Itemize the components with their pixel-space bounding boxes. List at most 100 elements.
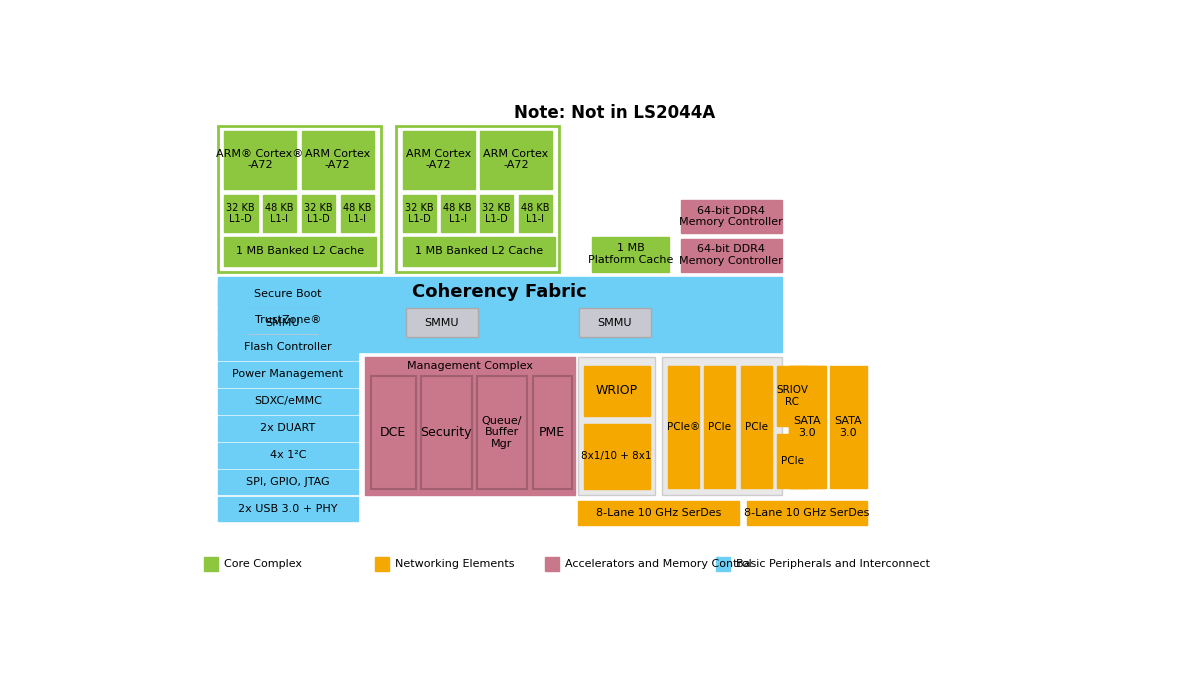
FancyBboxPatch shape bbox=[341, 195, 374, 232]
Text: 8-Lane 10 GHz SerDes: 8-Lane 10 GHz SerDes bbox=[595, 508, 721, 518]
Text: 8-Lane 10 GHz SerDes: 8-Lane 10 GHz SerDes bbox=[744, 508, 869, 518]
FancyBboxPatch shape bbox=[302, 131, 374, 189]
FancyBboxPatch shape bbox=[218, 335, 358, 360]
Text: DCE: DCE bbox=[380, 426, 407, 439]
Text: TrustZone®: TrustZone® bbox=[254, 315, 322, 325]
Text: Core Complex: Core Complex bbox=[224, 559, 302, 569]
FancyBboxPatch shape bbox=[403, 131, 475, 189]
FancyBboxPatch shape bbox=[480, 195, 514, 232]
FancyBboxPatch shape bbox=[218, 281, 358, 306]
FancyBboxPatch shape bbox=[396, 126, 559, 272]
FancyBboxPatch shape bbox=[533, 376, 571, 489]
FancyBboxPatch shape bbox=[366, 356, 575, 495]
FancyBboxPatch shape bbox=[247, 308, 319, 338]
Text: SRIOV
RC: SRIOV RC bbox=[776, 385, 809, 407]
FancyBboxPatch shape bbox=[830, 366, 866, 487]
Text: PCIe®: PCIe® bbox=[666, 422, 700, 432]
FancyBboxPatch shape bbox=[746, 501, 866, 525]
FancyBboxPatch shape bbox=[478, 376, 528, 489]
Text: 1 MB Banked L2 Cache: 1 MB Banked L2 Cache bbox=[236, 246, 365, 256]
FancyBboxPatch shape bbox=[218, 416, 358, 441]
Text: 1 MB Banked L2 Cache: 1 MB Banked L2 Cache bbox=[414, 246, 542, 256]
Text: 48 KB
L1-I: 48 KB L1-I bbox=[444, 202, 472, 224]
FancyBboxPatch shape bbox=[218, 443, 358, 468]
Text: ARM Cortex
-A72: ARM Cortex -A72 bbox=[484, 148, 548, 170]
FancyBboxPatch shape bbox=[704, 366, 736, 487]
Text: 64-bit DDR4
Memory Controller: 64-bit DDR4 Memory Controller bbox=[679, 206, 784, 227]
Text: 4x 1²C: 4x 1²C bbox=[270, 450, 306, 460]
Text: Secure Boot: Secure Boot bbox=[254, 288, 322, 298]
Text: PME: PME bbox=[539, 426, 565, 439]
FancyBboxPatch shape bbox=[218, 389, 358, 414]
FancyBboxPatch shape bbox=[224, 195, 258, 232]
Text: 8x1/10 + 8x1: 8x1/10 + 8x1 bbox=[581, 451, 652, 461]
FancyBboxPatch shape bbox=[776, 433, 808, 487]
FancyBboxPatch shape bbox=[371, 376, 416, 489]
Text: PCIe: PCIe bbox=[744, 422, 768, 432]
Text: SATA
3.0: SATA 3.0 bbox=[793, 416, 821, 437]
Text: 32 KB
L1-D: 32 KB L1-D bbox=[482, 202, 511, 224]
FancyBboxPatch shape bbox=[518, 195, 552, 232]
FancyBboxPatch shape bbox=[218, 497, 358, 522]
FancyBboxPatch shape bbox=[218, 362, 358, 387]
FancyBboxPatch shape bbox=[715, 557, 730, 571]
FancyBboxPatch shape bbox=[403, 195, 436, 232]
FancyBboxPatch shape bbox=[661, 356, 781, 495]
Text: Networking Elements: Networking Elements bbox=[395, 559, 515, 569]
Text: SMMU: SMMU bbox=[424, 318, 458, 328]
FancyBboxPatch shape bbox=[218, 470, 358, 495]
Text: SDXC/eMMC: SDXC/eMMC bbox=[254, 396, 322, 406]
FancyBboxPatch shape bbox=[790, 366, 824, 487]
Text: 48 KB
L1-I: 48 KB L1-I bbox=[343, 202, 371, 224]
FancyBboxPatch shape bbox=[680, 200, 781, 234]
Text: Coherency Fabric: Coherency Fabric bbox=[412, 283, 587, 301]
Text: Security: Security bbox=[420, 426, 472, 439]
Text: 32 KB
L1-D: 32 KB L1-D bbox=[304, 202, 332, 224]
FancyBboxPatch shape bbox=[578, 501, 739, 525]
Text: PCIe: PCIe bbox=[781, 456, 804, 466]
FancyBboxPatch shape bbox=[218, 277, 781, 352]
FancyBboxPatch shape bbox=[667, 366, 698, 487]
FancyBboxPatch shape bbox=[545, 557, 559, 571]
FancyBboxPatch shape bbox=[403, 236, 554, 266]
Text: 32 KB
L1-D: 32 KB L1-D bbox=[404, 202, 433, 224]
FancyBboxPatch shape bbox=[584, 366, 650, 416]
Text: ARM® Cortex®
-A72: ARM® Cortex® -A72 bbox=[216, 148, 304, 170]
Text: ARM Cortex
-A72: ARM Cortex -A72 bbox=[406, 148, 470, 170]
Text: 48 KB
L1-I: 48 KB L1-I bbox=[265, 202, 294, 224]
Text: SPI, GPIO, JTAG: SPI, GPIO, JTAG bbox=[246, 477, 330, 487]
Text: Note: Not in LS2044A: Note: Not in LS2044A bbox=[515, 105, 715, 122]
FancyBboxPatch shape bbox=[680, 239, 781, 272]
FancyBboxPatch shape bbox=[218, 308, 358, 333]
Text: Basic Peripherals and Interconnect: Basic Peripherals and Interconnect bbox=[736, 559, 930, 569]
FancyBboxPatch shape bbox=[740, 366, 772, 487]
FancyBboxPatch shape bbox=[302, 195, 335, 232]
FancyBboxPatch shape bbox=[584, 424, 650, 489]
Text: 48 KB
L1-I: 48 KB L1-I bbox=[521, 202, 550, 224]
Text: 2x USB 3.0 + PHY: 2x USB 3.0 + PHY bbox=[239, 504, 337, 514]
Text: 64-bit DDR4
Memory Controller: 64-bit DDR4 Memory Controller bbox=[679, 244, 784, 266]
FancyBboxPatch shape bbox=[218, 126, 380, 272]
FancyBboxPatch shape bbox=[776, 366, 808, 426]
FancyBboxPatch shape bbox=[578, 308, 650, 338]
FancyBboxPatch shape bbox=[790, 366, 826, 487]
Text: PCIe: PCIe bbox=[708, 422, 731, 432]
Text: SATA
3.0: SATA 3.0 bbox=[834, 416, 862, 437]
FancyBboxPatch shape bbox=[263, 195, 296, 232]
Text: ARM Cortex
-A72: ARM Cortex -A72 bbox=[305, 148, 370, 170]
FancyBboxPatch shape bbox=[374, 557, 389, 571]
FancyBboxPatch shape bbox=[224, 236, 377, 266]
Text: 32 KB
L1-D: 32 KB L1-D bbox=[227, 202, 254, 224]
Text: 1 MB
Platform Cache: 1 MB Platform Cache bbox=[588, 244, 673, 265]
Text: Queue/
Buffer
Mgr: Queue/ Buffer Mgr bbox=[481, 416, 522, 449]
Text: 2x DUART: 2x DUART bbox=[260, 423, 316, 433]
Text: Flash Controller: Flash Controller bbox=[244, 342, 331, 352]
FancyBboxPatch shape bbox=[406, 308, 478, 338]
Text: Management Complex: Management Complex bbox=[407, 361, 533, 371]
FancyBboxPatch shape bbox=[480, 131, 552, 189]
FancyBboxPatch shape bbox=[592, 236, 670, 272]
Text: WRIOP: WRIOP bbox=[595, 384, 637, 397]
FancyBboxPatch shape bbox=[578, 356, 655, 495]
Text: Accelerators and Memory Control: Accelerators and Memory Control bbox=[565, 559, 752, 569]
FancyBboxPatch shape bbox=[224, 131, 296, 189]
